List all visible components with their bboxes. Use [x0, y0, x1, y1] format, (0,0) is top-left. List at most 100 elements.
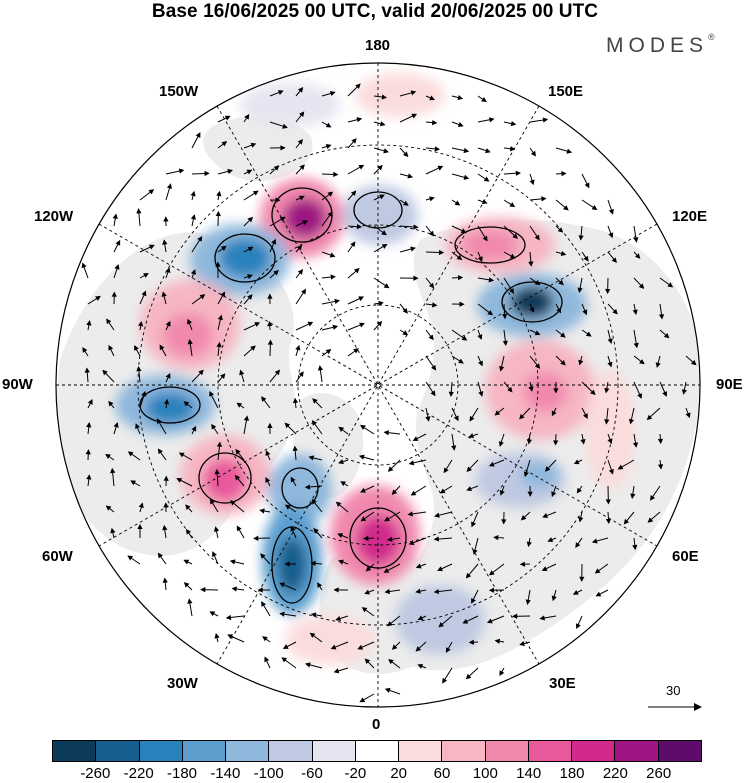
wind-arrow-head — [584, 182, 590, 189]
wind-arrow-head — [383, 430, 389, 436]
wind-arrow-head — [299, 111, 305, 118]
wind-arrow-head — [410, 246, 416, 252]
wind-arrow-head — [267, 320, 273, 327]
wind-arrow-head — [632, 442, 639, 448]
wind-arrow-head — [553, 388, 559, 394]
wind-arrow-head — [330, 644, 337, 650]
wind-arrow-head — [264, 656, 270, 663]
lon-label-150e: 150E — [548, 83, 584, 100]
wind-arrow-head — [209, 498, 215, 505]
wind-arrow-head — [236, 525, 242, 532]
wind-arrow-head — [488, 587, 495, 593]
wind-arrow-head — [247, 216, 253, 223]
wind-arrow-head — [178, 168, 185, 174]
wind-arrow-head — [333, 668, 340, 674]
wind-arrow-head — [280, 145, 286, 151]
colorbar-ticks: -260 -220 -180 -140 -100 -60 -20 20 60 100 140 180 2… — [52, 765, 702, 783]
wind-arrow-head — [547, 537, 554, 543]
wind-arrow-head — [220, 245, 227, 251]
wind-arrow-head — [608, 468, 614, 475]
wind-arrow-head — [519, 413, 525, 420]
wind-arrow-head — [185, 504, 191, 510]
map-title: Base 16/06/2025 00 UTC, valid 20/06/2025… — [151, 1, 599, 22]
wind-arrow-head — [457, 122, 464, 127]
wind-arrow-head — [512, 613, 518, 619]
wind-arrow-head — [130, 480, 137, 486]
wind-arrow-head — [199, 294, 206, 300]
wind-arrow-head — [279, 216, 286, 222]
wind-arrow-head — [685, 412, 691, 419]
wind-arrow-head — [211, 423, 217, 430]
wind-arrow-head — [335, 501, 342, 507]
eurasia-land — [385, 219, 700, 671]
wind-arrow-head — [611, 257, 617, 264]
wind-arrow-head — [499, 366, 505, 372]
wind-arrow-head — [141, 390, 147, 397]
wind-arrow-head — [127, 555, 134, 561]
wind-arrow-head — [191, 425, 197, 432]
wind-arrow-head — [534, 363, 541, 369]
wind-arrow-head — [482, 235, 488, 242]
wind-arrow-head — [187, 598, 193, 604]
wind-arrow-head — [358, 454, 365, 460]
wind-arrow-head — [309, 632, 316, 638]
anomaly-neg-pacific-northwest — [240, 83, 340, 127]
anomaly-neg-europe-south — [395, 585, 485, 655]
wind-arrow-head — [667, 282, 674, 288]
colorbar-swatch — [572, 741, 616, 761]
wind-arrow-head — [330, 274, 336, 280]
wind-arrow-head — [633, 342, 639, 349]
wind-arrow-head — [273, 270, 279, 276]
wind-arrow-head — [577, 287, 583, 294]
wind-arrow-head — [434, 512, 440, 518]
contour-line — [139, 386, 201, 424]
lon-label-60w: 60W — [42, 548, 73, 565]
wind-arrow-head — [229, 559, 236, 565]
wind-arrow-head — [591, 204, 598, 211]
wind-arrow-head — [438, 622, 445, 628]
wind-arrow-head — [461, 335, 468, 341]
wind-arrow-head — [298, 371, 304, 377]
wind-arrow-head — [224, 115, 231, 121]
wind-arrow-head — [197, 235, 203, 242]
lon-label-60e: 60E — [672, 548, 699, 565]
wind-arrow-head — [575, 542, 581, 548]
wind-arrow-head — [578, 235, 584, 241]
wind-arrow-head — [477, 334, 483, 340]
wind-arrow-head — [607, 338, 613, 345]
wind-arrow-head — [292, 445, 298, 452]
wind-arrow-head — [359, 697, 366, 703]
wind-arrow-head — [429, 196, 435, 202]
wind-arrow-head — [442, 677, 448, 684]
wind-arrow-head — [311, 498, 317, 505]
wind-arrow-head — [573, 459, 580, 465]
wind-arrow-head — [578, 359, 584, 366]
wind-arrow-head — [453, 415, 459, 422]
wind-arrow-head — [604, 387, 610, 394]
map-boundary — [55, 62, 701, 708]
wind-arrow-head — [87, 399, 93, 405]
wind-arrow-head — [353, 348, 359, 354]
wind-arrow-head — [556, 307, 561, 314]
wind-arrow-head — [412, 436, 419, 441]
wind-arrow-head — [408, 540, 415, 546]
wind-arrow-head — [86, 320, 92, 326]
wind-arrow-head — [183, 582, 190, 588]
wind-arrow-head — [317, 582, 323, 588]
wind-arrow-head — [411, 113, 418, 119]
wind-arrow-head — [354, 268, 360, 274]
colorbar-tick-label: -100 — [253, 765, 284, 782]
colorbar — [52, 740, 702, 762]
wind-arrow-head — [608, 208, 614, 215]
wind-arrow-head — [162, 577, 168, 583]
wind-arrow-head — [364, 589, 370, 595]
wind-arrow-head — [329, 90, 336, 97]
wind-arrow-head — [299, 164, 305, 170]
wind-arrow-head — [384, 588, 390, 595]
wind-arrow-head — [384, 516, 390, 522]
anomaly-neg-bering-core — [219, 238, 271, 278]
wind-arrow-head — [509, 253, 516, 259]
wind-arrow-head — [212, 551, 217, 557]
wind-arrow-head — [634, 253, 641, 259]
wind-arrow-head — [519, 641, 525, 647]
